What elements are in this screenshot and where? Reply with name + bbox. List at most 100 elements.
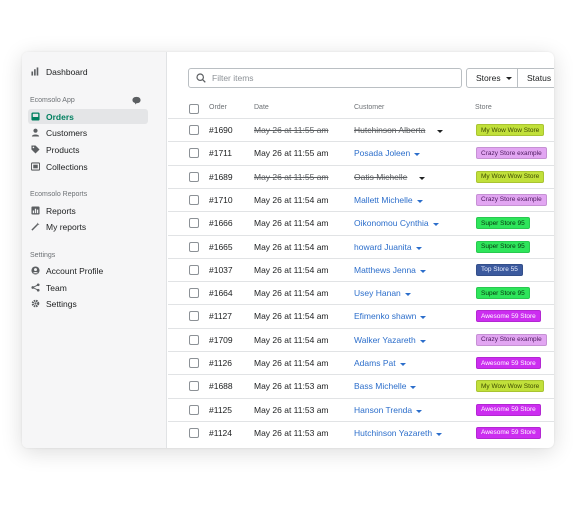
stores-filter-button[interactable]: Stores xyxy=(466,68,518,88)
customer-link[interactable]: Walker Yazareth xyxy=(354,335,426,345)
row-checkbox[interactable] xyxy=(189,288,199,299)
row-checkbox[interactable] xyxy=(189,125,199,135)
table-row[interactable]: #1037 May 26 at 11:54 am Matthews Jenna Top… xyxy=(168,257,554,281)
column-header-order: Order xyxy=(209,104,227,111)
chevron-down-icon[interactable] xyxy=(419,176,426,180)
chat-icon[interactable] xyxy=(132,96,141,105)
sidebar-item-team[interactable]: Team xyxy=(28,280,148,295)
order-number[interactable]: #1689 xyxy=(209,171,233,182)
chevron-down-icon[interactable] xyxy=(414,153,421,157)
sidebar-item-account-profile[interactable]: Account Profile xyxy=(28,263,148,278)
chevron-down-icon[interactable] xyxy=(415,246,422,250)
search-box[interactable] xyxy=(188,68,462,88)
order-date: May 26 at 11:55 am xyxy=(254,148,329,159)
orders-tray-icon xyxy=(31,112,40,121)
sidebar-item-dashboard[interactable]: Dashboard xyxy=(28,64,148,79)
table-row[interactable]: #1690 May 26 at 11:55 am Hutchinson Albert… xyxy=(168,118,554,141)
account-circle-icon xyxy=(31,266,40,275)
select-all-checkbox[interactable] xyxy=(189,104,199,114)
sidebar-item-orders[interactable]: Orders xyxy=(28,109,148,124)
sidebar-item-products[interactable]: Products xyxy=(28,142,148,157)
table-row[interactable]: #1710 May 26 at 11:54 am Mallett Michelle C… xyxy=(168,187,554,211)
order-number[interactable]: #1710 xyxy=(209,194,233,205)
row-checkbox[interactable] xyxy=(189,381,199,392)
chevron-down-icon[interactable] xyxy=(419,269,426,273)
order-number[interactable]: #1688 xyxy=(209,381,233,392)
customer-link[interactable]: Hanson Trenda xyxy=(354,405,423,415)
order-date: May 26 at 11:55 am xyxy=(254,171,329,182)
store-badge: My Wow Wow Store xyxy=(476,380,545,393)
order-number[interactable]: #1665 xyxy=(209,241,233,252)
chevron-down-icon[interactable] xyxy=(419,339,426,343)
order-number[interactable]: #1127 xyxy=(209,311,233,322)
customer-link[interactable]: Oatis Michelle xyxy=(354,172,426,182)
row-checkbox[interactable] xyxy=(189,427,199,438)
order-number[interactable]: #1664 xyxy=(209,288,233,299)
order-number[interactable]: #1690 xyxy=(209,125,233,135)
chevron-down-icon[interactable] xyxy=(437,130,444,133)
customer-link[interactable]: Oikonomou Cynthia xyxy=(354,218,439,228)
chevron-down-icon[interactable] xyxy=(432,223,439,227)
chevron-down-icon[interactable] xyxy=(436,432,443,436)
row-checkbox[interactable] xyxy=(189,148,199,159)
order-number[interactable]: #1124 xyxy=(209,427,233,438)
customer-link[interactable]: howard Juanita xyxy=(354,242,422,252)
order-number[interactable]: #1037 xyxy=(209,264,233,275)
store-badge: Awesome 59 Store xyxy=(476,426,541,439)
table-row[interactable]: #1688 May 26 at 11:53 am Bass Michelle My W… xyxy=(168,374,554,397)
sidebar-item-settings[interactable]: Settings xyxy=(28,296,148,311)
order-number[interactable]: #1666 xyxy=(209,218,233,229)
table-row[interactable]: #1125 May 26 at 11:53 am Hanson Trenda Awes… xyxy=(168,397,554,421)
store-badge: Awesome 59 Store xyxy=(476,357,541,369)
store-badge: Crazy Store example xyxy=(476,147,547,160)
order-date: May 26 at 11:54 am xyxy=(254,241,329,252)
table-row[interactable]: #1665 May 26 at 11:54 am howard Juanita Sup… xyxy=(168,234,554,258)
sidebar-item-label: Dashboard xyxy=(46,66,88,77)
row-checkbox[interactable] xyxy=(189,334,199,345)
sidebar-item-collections[interactable]: Collections xyxy=(28,159,148,174)
row-checkbox[interactable] xyxy=(189,241,199,252)
sidebar-item-label: Settings xyxy=(46,298,77,309)
chevron-down-icon[interactable] xyxy=(404,293,411,297)
customer-link[interactable]: Matthews Jenna xyxy=(354,265,426,275)
chevron-down-icon[interactable] xyxy=(410,386,417,390)
table-row[interactable]: #1666 May 26 at 11:54 am Oikonomou Cynthia… xyxy=(168,211,554,234)
customer-link[interactable]: Posada Joleen xyxy=(354,148,421,158)
order-number[interactable]: #1125 xyxy=(209,404,233,415)
customer-link[interactable]: Efimenko shawn xyxy=(354,311,427,321)
customer-name: Bass Michelle xyxy=(354,381,407,392)
customer-link[interactable]: Hutchinson Alberta xyxy=(354,125,444,135)
order-number[interactable]: #1126 xyxy=(209,358,233,368)
row-checkbox[interactable] xyxy=(189,264,199,275)
table-row[interactable]: #1127 May 26 at 11:54 am Efimenko shawn Awe… xyxy=(168,304,554,327)
sidebar-item-customers[interactable]: Customers xyxy=(28,125,148,140)
row-checkbox[interactable] xyxy=(189,358,199,368)
gear-icon xyxy=(31,299,40,308)
customer-link[interactable]: Mallett Michelle xyxy=(354,195,423,205)
row-checkbox[interactable] xyxy=(189,311,199,322)
status-filter-button[interactable]: Status xyxy=(517,68,554,88)
chevron-down-icon[interactable] xyxy=(420,316,427,320)
customer-link[interactable]: Hutchinson Yazareth xyxy=(354,428,443,438)
customer-link[interactable]: Usey Hanan xyxy=(354,288,411,298)
chevron-down-icon[interactable] xyxy=(416,199,423,203)
table-row[interactable]: #1689 May 26 at 11:55 am Oatis Michelle My … xyxy=(168,164,554,188)
row-checkbox[interactable] xyxy=(189,194,199,205)
row-checkbox[interactable] xyxy=(189,218,199,229)
table-row[interactable]: #1709 May 26 at 11:54 am Walker Yazareth Cr… xyxy=(168,327,554,351)
table-row[interactable]: #1126 May 26 at 11:54 am Adams Pat Awesome … xyxy=(168,351,554,374)
customer-link[interactable]: Adams Pat xyxy=(354,358,406,368)
sidebar-item-reports[interactable]: Reports xyxy=(28,203,148,218)
table-row[interactable]: #1711 May 26 at 11:55 am Posada Joleen Craz… xyxy=(168,141,554,164)
row-checkbox[interactable] xyxy=(189,171,199,182)
sidebar-item-my-reports[interactable]: My reports xyxy=(28,219,148,234)
row-checkbox[interactable] xyxy=(189,404,199,415)
table-row[interactable]: #1124 May 26 at 11:53 am Hutchinson Yazare… xyxy=(168,420,554,444)
customer-link[interactable]: Bass Michelle xyxy=(354,381,417,392)
order-number[interactable]: #1709 xyxy=(209,334,233,345)
chevron-down-icon[interactable] xyxy=(399,363,406,366)
order-number[interactable]: #1711 xyxy=(209,148,233,159)
table-row[interactable]: #1664 May 26 at 11:54 am Usey Hanan Super S… xyxy=(168,281,554,304)
chevron-down-icon[interactable] xyxy=(416,409,423,413)
search-input[interactable] xyxy=(212,73,452,83)
